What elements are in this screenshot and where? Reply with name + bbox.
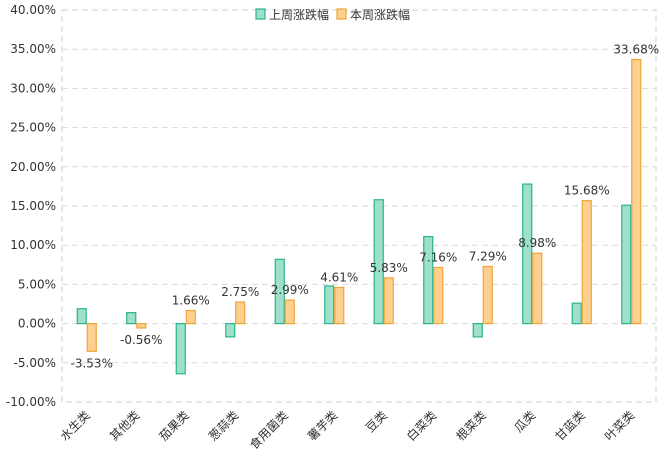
bar-this-week xyxy=(433,266,444,325)
y-axis-ticks: -10.00% -5.00% 0.00% 5.00% 10.00% 15.00% 20.00… xyxy=(6,3,56,409)
data-label: -0.56% xyxy=(120,333,162,347)
x-category-label: 根菜类 xyxy=(454,408,489,443)
y-tick-label: 5.00% xyxy=(18,277,56,291)
bars xyxy=(76,58,642,375)
data-label: -3.53% xyxy=(71,356,113,370)
y-tick-label: -5.00% xyxy=(14,356,56,370)
legend-swatch xyxy=(255,8,266,20)
y-tick-label: 30.00% xyxy=(10,81,56,95)
data-label: 7.16% xyxy=(419,250,457,264)
x-category-label: 豆类 xyxy=(363,408,390,435)
data-label: 7.29% xyxy=(469,249,507,263)
y-tick-label: 25.00% xyxy=(10,121,56,135)
data-label: 8.98% xyxy=(518,236,556,250)
bar-this-week xyxy=(235,301,246,325)
x-category-label: 叶菜类 xyxy=(602,408,637,443)
data-label: 4.61% xyxy=(320,270,358,284)
y-tick-label: 10.00% xyxy=(10,238,56,252)
x-axis-categories: 水生类 其他类 茄果类 葱蒜类 食用菌类 薯芋类 豆类 白菜类 根菜类 瓜类 甘蓝类 叶菜类 xyxy=(58,408,638,453)
bar-last-week xyxy=(126,312,137,325)
data-label: 15.68% xyxy=(564,184,610,198)
bar-last-week xyxy=(472,323,483,338)
bar-this-week xyxy=(185,309,196,325)
bar-this-week xyxy=(631,58,642,325)
x-category-label: 茄果类 xyxy=(157,408,192,443)
bar-this-week xyxy=(284,299,295,325)
x-category-label: 葱蒜类 xyxy=(206,408,241,443)
bar-last-week xyxy=(621,204,632,325)
bar-last-week xyxy=(423,235,434,325)
bar-last-week xyxy=(175,323,186,375)
bar-this-week xyxy=(136,323,147,329)
y-tick-label: 0.00% xyxy=(18,317,56,331)
legend-label: 上周涨跌幅 xyxy=(269,7,329,22)
data-label: 5.83% xyxy=(370,261,408,275)
y-tick-label: -10.00% xyxy=(6,395,56,409)
x-category-label: 瓜类 xyxy=(511,408,538,435)
bar-this-week xyxy=(581,200,592,325)
bar-this-week xyxy=(383,277,394,325)
y-tick-label: 40.00% xyxy=(10,3,56,17)
bar-last-week xyxy=(571,302,582,325)
data-label: 2.99% xyxy=(271,283,309,297)
bar-this-week xyxy=(482,265,493,325)
y-tick-label: 15.00% xyxy=(10,199,56,213)
x-category-label: 其他类 xyxy=(107,408,142,443)
x-category-label: 食用菌类 xyxy=(246,408,291,453)
bar-this-week xyxy=(532,252,543,325)
data-label: 2.75% xyxy=(221,285,259,299)
legend-label: 本周涨跌幅 xyxy=(350,7,410,22)
gridlines xyxy=(62,48,656,364)
bar-last-week xyxy=(76,308,87,325)
bar-this-week xyxy=(86,323,97,352)
y-tick-label: 35.00% xyxy=(10,42,56,56)
x-category-label: 薯芋类 xyxy=(305,408,340,443)
data-label: 1.66% xyxy=(172,294,210,308)
bar-last-week xyxy=(225,323,236,338)
legend: 上周涨跌幅 本周涨跌幅 xyxy=(255,7,410,22)
legend-swatch xyxy=(336,8,347,20)
data-labels: -3.53% -0.56% 1.66% 2.75% 2.99% 4.61% 5.83% 7.1… xyxy=(71,43,660,371)
y-tick-label: 20.00% xyxy=(10,160,56,174)
bar-last-week xyxy=(324,285,335,325)
x-category-label: 白菜类 xyxy=(403,408,439,444)
x-category-label: 水生类 xyxy=(58,408,93,443)
bar-last-week xyxy=(373,199,384,325)
bar-this-week xyxy=(334,286,345,325)
bar-last-week xyxy=(522,183,533,325)
x-category-label: 甘蓝类 xyxy=(553,408,588,443)
data-label: 33.68% xyxy=(613,43,659,57)
bar-last-week xyxy=(274,258,285,325)
